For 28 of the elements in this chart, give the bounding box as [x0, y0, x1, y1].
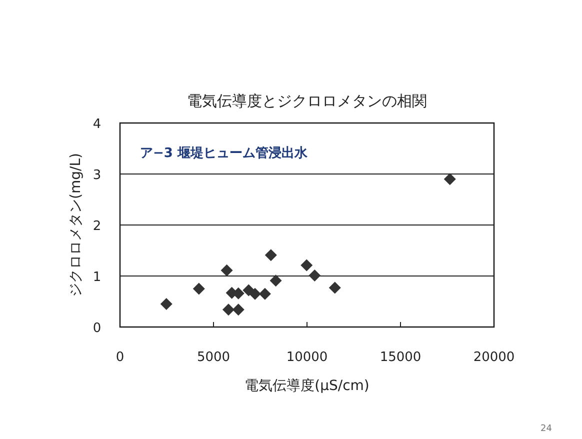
point: [249, 288, 262, 300]
point: [220, 264, 233, 276]
point: [258, 288, 271, 300]
x-tick-label: 15000: [380, 350, 422, 365]
point: [308, 269, 321, 282]
point: [270, 274, 282, 287]
x-axis-title: 電気伝導度(μS/cm): [244, 378, 370, 394]
annotation: ア−3 堰堤ヒューム管浸出水: [140, 146, 308, 161]
y-tick-label: 3: [92, 168, 102, 183]
y-tick-label: 4: [92, 117, 102, 132]
y-tick-label: 2: [92, 219, 102, 234]
point: [444, 173, 456, 186]
point: [232, 304, 244, 316]
point: [160, 298, 172, 310]
point: [328, 282, 341, 294]
x-tick-label: 10000: [286, 350, 328, 365]
point: [192, 282, 205, 295]
point: [300, 259, 313, 272]
y-tick-label: 0: [92, 321, 102, 336]
y-axis-title: ジクロロメタン(mg/L): [68, 153, 84, 297]
x-tick-label: 0: [116, 350, 124, 365]
text: 24: [540, 424, 552, 434]
chart-title: 電気伝導度とジクロロメタンの相関: [187, 92, 427, 110]
point: [264, 249, 277, 262]
point: [222, 304, 234, 316]
x-tick-label: 20000: [473, 350, 515, 365]
x-tick-label: 5000: [196, 350, 230, 365]
y-tick-label: 1: [92, 270, 102, 285]
